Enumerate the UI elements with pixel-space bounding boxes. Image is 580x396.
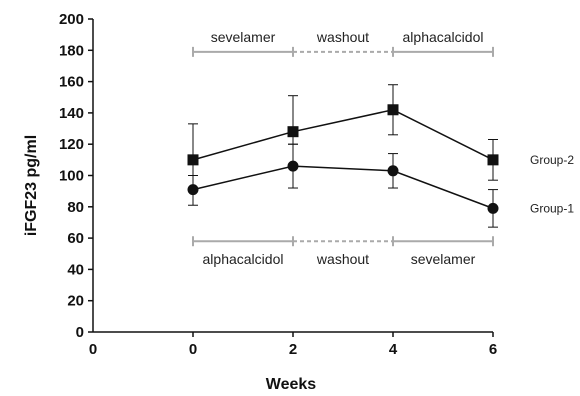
y-axis-title: iFGF23 pg/ml — [23, 135, 40, 236]
y-tick-label: 80 — [67, 199, 84, 216]
y-tick-label: 0 — [76, 324, 84, 341]
y-tick-label: 180 — [59, 42, 84, 59]
group-2-point — [287, 126, 299, 138]
y-tick-label: 140 — [59, 105, 84, 122]
phase-bottom-label: alphacalcidol — [203, 251, 284, 267]
y-tick-label: 160 — [59, 74, 84, 91]
group-1-point — [287, 160, 299, 172]
group-1-point — [487, 202, 499, 214]
phase-bars: sevelamer washout alphacalcidol alphacalcid… — [192, 29, 494, 267]
x-tick-label: 4 — [389, 341, 398, 358]
group-1-legend-label: Group-1 — [530, 201, 574, 215]
group-2-line — [192, 108, 494, 161]
y-tick-label: 200 — [59, 11, 84, 28]
y-tick-label: 20 — [67, 293, 84, 310]
x-tick-label: 2 — [289, 341, 297, 358]
phase-top-label: washout — [316, 29, 369, 45]
phase-top-label: alphacalcidol — [403, 29, 484, 45]
x-tick-label: 6 — [489, 341, 497, 358]
y-tick-label: 120 — [59, 136, 84, 153]
y-tick-label: 60 — [67, 230, 84, 247]
phase-bottom-label: sevelamer — [411, 251, 476, 267]
y-tick-label: 100 — [59, 168, 84, 185]
group-1-line — [192, 165, 494, 210]
x-tick-label: 0 — [189, 341, 197, 358]
group-2-legend-label: Group-2 — [530, 153, 574, 167]
x-origin-label: 0 — [89, 341, 97, 358]
phase-top-label: sevelamer — [211, 29, 276, 45]
group-2-point — [487, 154, 499, 166]
y-tick-label: 40 — [67, 261, 84, 278]
group-1-point — [187, 184, 199, 196]
group-2-point — [187, 154, 199, 166]
group-2-point — [387, 104, 399, 116]
x-axis-title: Weeks — [266, 376, 317, 393]
data-series: Group-2 Group-1 — [187, 84, 574, 228]
phase-bottom-label: washout — [316, 251, 369, 267]
group-1-point — [387, 165, 399, 177]
